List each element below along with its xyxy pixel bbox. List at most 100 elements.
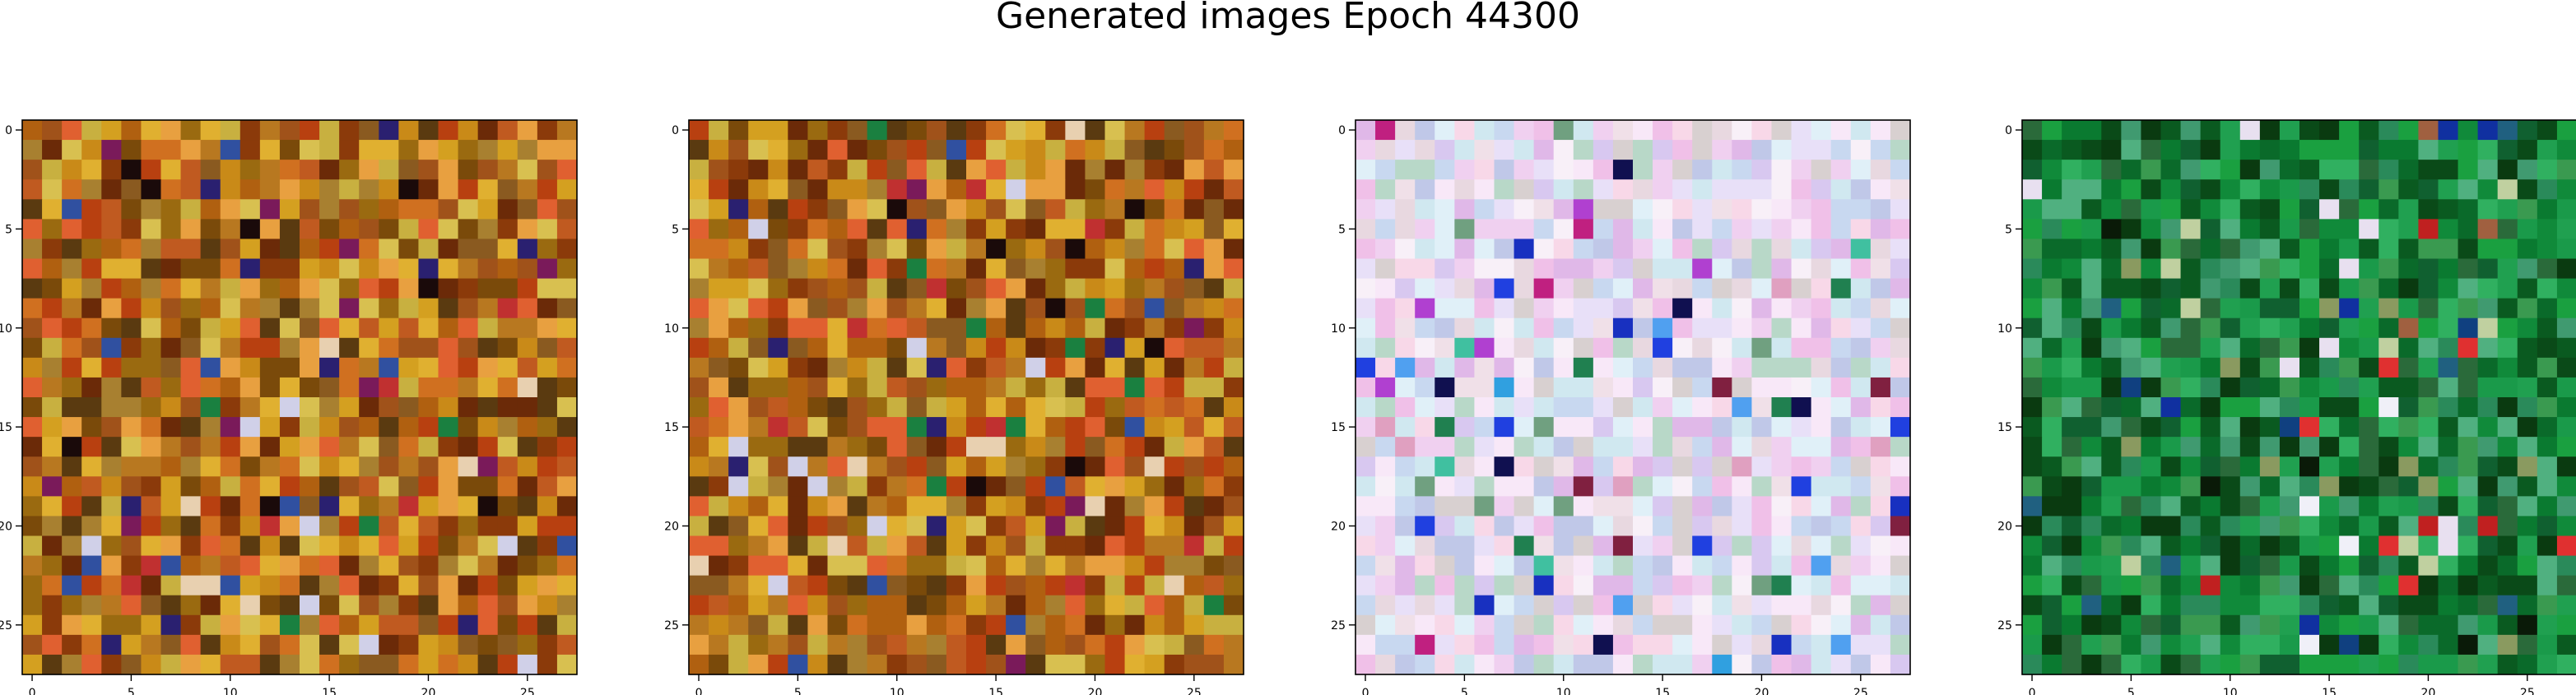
pixel	[1183, 258, 1205, 280]
pixel	[1553, 595, 1574, 616]
pixel	[768, 516, 788, 537]
pixel	[728, 298, 749, 319]
pixel	[2220, 417, 2241, 438]
pixel	[42, 575, 63, 596]
pixel	[2200, 258, 2221, 280]
pixel	[239, 120, 261, 141]
pixel	[1751, 317, 1773, 339]
pixel	[2141, 516, 2162, 537]
pixel	[1633, 239, 1653, 260]
pixel	[1183, 614, 1205, 636]
pixel	[160, 555, 182, 577]
pixel	[1573, 357, 1594, 378]
pixel	[2556, 555, 2576, 577]
pixel	[259, 437, 281, 457]
pixel	[418, 160, 439, 180]
pixel	[2200, 160, 2221, 180]
pixel	[926, 357, 947, 378]
pixel	[827, 535, 849, 557]
pixel	[1355, 516, 1376, 537]
pixel	[709, 357, 729, 378]
pixel	[2556, 535, 2576, 557]
pixel	[807, 555, 829, 577]
pixel	[1751, 417, 1773, 438]
y-tick-label: 25	[0, 619, 12, 632]
pixel	[1771, 654, 1793, 675]
pixel	[1025, 179, 1046, 200]
pixel	[259, 298, 281, 319]
pixel	[1653, 120, 1673, 141]
pixel	[398, 219, 420, 240]
pixel	[1573, 496, 1594, 517]
pixel	[2042, 437, 2062, 457]
pixel	[1850, 140, 1872, 160]
pixel	[1553, 575, 1574, 596]
pixel	[418, 575, 439, 596]
pixel	[1612, 437, 1634, 457]
pixel	[1751, 575, 1773, 596]
pixel	[847, 258, 868, 280]
pixel	[1395, 317, 1416, 339]
pixel	[1811, 595, 1832, 616]
pixel	[1791, 595, 1812, 616]
pixel	[709, 239, 729, 260]
y-tick-label: 10	[1997, 322, 2012, 336]
pixel	[1183, 595, 1205, 616]
pixel	[2042, 160, 2062, 180]
pixel	[1653, 476, 1673, 497]
pixel	[1494, 456, 1515, 477]
pixel	[379, 377, 399, 398]
pixel	[477, 555, 499, 577]
pixel	[418, 377, 439, 398]
pixel	[2497, 219, 2518, 240]
pixel	[300, 456, 320, 477]
pixel	[2497, 397, 2518, 418]
pixel	[1045, 634, 1066, 656]
pixel	[2160, 179, 2182, 200]
pixel	[2517, 654, 2538, 675]
pixel	[807, 377, 829, 398]
pixel	[1692, 397, 1713, 418]
pixel	[537, 317, 558, 339]
pixel	[946, 317, 967, 339]
pixel	[906, 298, 928, 319]
pixel	[62, 516, 82, 537]
pixel	[1573, 298, 1594, 319]
pixel	[339, 160, 360, 180]
pixel	[1144, 357, 1165, 378]
pixel	[906, 417, 928, 438]
pixel	[497, 357, 518, 378]
pixel	[689, 278, 709, 299]
pixel	[2556, 496, 2576, 517]
pixel	[1672, 199, 1693, 220]
pixel	[1124, 476, 1146, 497]
pixel	[300, 535, 320, 557]
pixel	[1890, 595, 1911, 616]
pixel	[101, 179, 122, 200]
pixel	[458, 179, 479, 200]
pixel	[279, 160, 300, 180]
pixel	[2022, 199, 2043, 220]
pixel	[768, 258, 788, 280]
pixel	[1144, 179, 1165, 200]
pixel	[1514, 437, 1535, 457]
pixel	[497, 298, 518, 319]
pixel	[180, 614, 202, 636]
pixel	[1791, 317, 1812, 339]
pixel	[239, 239, 261, 260]
pixel	[867, 179, 888, 200]
pixel	[867, 575, 888, 596]
pixel	[689, 575, 709, 596]
pixel	[689, 634, 709, 656]
pixel	[827, 614, 849, 636]
pixel	[946, 555, 967, 577]
pixel	[1593, 476, 1614, 497]
pixel	[2160, 377, 2182, 398]
pixel	[62, 575, 82, 596]
pixel	[709, 476, 729, 497]
pixel	[1830, 160, 1852, 180]
pixel	[1771, 219, 1793, 240]
pixel	[2200, 377, 2221, 398]
pixel	[2022, 535, 2043, 557]
pixel	[300, 614, 320, 636]
